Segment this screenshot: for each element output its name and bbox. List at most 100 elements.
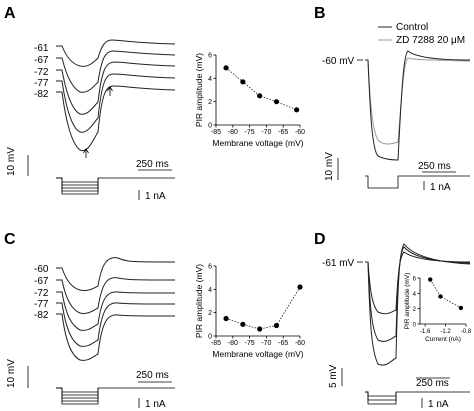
data-point [458, 305, 464, 311]
plot-axes [215, 55, 300, 126]
plot-axes [419, 278, 466, 325]
voltage-label: -82 [34, 310, 49, 321]
legend-label-control: Control [396, 22, 428, 33]
voltage-trace [56, 277, 176, 314]
voltage-label: -77 [34, 78, 49, 89]
voltage-trace [56, 313, 176, 361]
panel-b: B Control ZD 7288 20 μM -60 mV 250 ms 10… [314, 5, 471, 193]
scale-bar-time-label: 250 ms [136, 370, 169, 381]
series-line [429, 279, 462, 309]
pir-plot-a: -85 -80 -75 -70 -65 -60 0 2 4 6 Membrane voltage (… [194, 53, 305, 149]
panel-d-letter: D [314, 231, 326, 248]
x-tick-label: -85 [211, 129, 221, 136]
x-tick-label: -80 [228, 129, 238, 136]
scale-bar-current-label: 1 nA [145, 191, 166, 202]
data-point [240, 79, 246, 85]
voltage-label: -82 [34, 89, 49, 100]
data-point [223, 315, 229, 322]
voltage-label: -60 [34, 264, 49, 275]
x-tick-label: -60 [295, 129, 305, 136]
scale-bar-current-label: 1 nA [430, 182, 451, 193]
x-tick-label: -75 [245, 340, 255, 347]
x-tick-label: -70 [261, 340, 271, 347]
y-tick-label: 4 [413, 292, 417, 298]
arrow-icon [83, 148, 89, 158]
y-axis-label: PIR amplitude (mV) [194, 53, 204, 127]
current-step [365, 391, 397, 405]
plot-axes [215, 266, 300, 337]
data-point [273, 322, 280, 329]
y-axis-label: PIR amplitude (mV) [194, 264, 204, 338]
y-tick-label: 2 [208, 99, 212, 106]
current-step [56, 387, 175, 393]
x-tick-label: -85 [211, 340, 221, 347]
data-point [257, 326, 263, 332]
data-point [257, 93, 263, 99]
voltage-label: -72 [34, 288, 49, 299]
scale-bar-time-label: 250 ms [416, 378, 449, 389]
data-point [428, 277, 433, 282]
current-step [56, 177, 175, 183]
current-step [56, 177, 99, 195]
data-point [223, 65, 229, 71]
y-tick-label: 0 [208, 334, 212, 341]
legend-label-zd7288: ZD 7288 20 μM [396, 35, 465, 46]
voltage-trace [56, 291, 176, 331]
scale-bar-voltage-label: 10 mV [324, 152, 335, 181]
y-tick-label: 2 [413, 307, 417, 313]
x-tick-label: -1.6 [420, 329, 431, 335]
panel-a-letter: A [4, 5, 16, 22]
y-tick-label: 2 [208, 310, 212, 317]
x-tick-label: -65 [278, 340, 288, 347]
y-tick-label: 4 [208, 287, 212, 294]
scale-bar-voltage-label: 10 mV [6, 147, 17, 176]
voltage-label: -60 mV [322, 56, 355, 67]
voltage-trace-zd7288 [365, 57, 471, 145]
voltage-label: -67 [34, 55, 49, 66]
x-tick-label: -80 [228, 340, 238, 347]
x-tick-label: -60 [295, 340, 305, 347]
voltage-label: -72 [34, 67, 49, 78]
voltage-trace [365, 246, 471, 342]
voltage-trace [365, 251, 471, 315]
arrow-icon [107, 86, 113, 96]
scale-bar-time-label: 250 ms [418, 161, 451, 172]
voltage-trace [56, 61, 176, 115]
data-point [294, 107, 300, 113]
scale-bar-time-label: 250 ms [136, 159, 169, 170]
data-point [438, 294, 443, 299]
current-step [56, 387, 99, 405]
voltage-label: -77 [34, 299, 49, 310]
voltage-trace [365, 243, 471, 366]
voltage-label: -61 mV [322, 258, 355, 269]
x-tick-label: -65 [278, 129, 288, 136]
data-point [273, 99, 280, 105]
y-tick-label: 6 [208, 264, 212, 271]
x-tick-label: -1.2 [440, 329, 451, 335]
x-axis-label: Current (nA) [425, 336, 461, 343]
scale-bar-current-label: 1 nA [428, 399, 449, 410]
voltage-trace [56, 85, 176, 152]
pir-plot-d: -1.6 -1.2 -0.8 0 2 4 6 Current (nA) PIR amplitud… [404, 273, 472, 343]
series-line [225, 67, 297, 111]
voltage-trace [56, 73, 176, 133]
voltage-trace [56, 50, 176, 93]
y-tick-label: 6 [208, 53, 212, 60]
y-tick-label: 0 [413, 323, 417, 329]
voltage-label: -61 [34, 43, 49, 54]
y-tick-label: 4 [208, 76, 212, 83]
y-tick-label: 6 [413, 277, 417, 283]
data-point [297, 284, 303, 290]
voltage-trace [56, 302, 176, 347]
y-axis-label: PIR amplitude (mV) [404, 273, 411, 330]
scale-bar-voltage-label: 5 mV [328, 364, 339, 388]
y-tick-label: 0 [208, 123, 212, 130]
pir-plot-c: -85 -80 -75 -70 -65 -60 0 2 4 6 Membrane voltage (… [194, 264, 305, 360]
x-tick-label: -0.8 [461, 329, 472, 335]
voltage-trace [56, 257, 176, 291]
x-tick-label: -70 [261, 129, 271, 136]
voltage-trace-control [365, 50, 471, 161]
voltage-trace [56, 39, 176, 67]
current-step [365, 175, 470, 189]
